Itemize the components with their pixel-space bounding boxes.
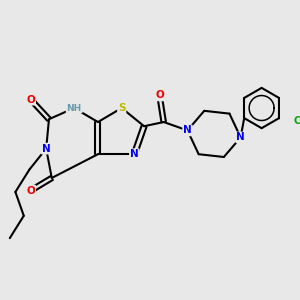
Text: S: S <box>118 103 125 113</box>
Text: N: N <box>183 125 192 135</box>
Text: O: O <box>26 94 35 105</box>
Text: NH: NH <box>67 103 82 112</box>
Text: O: O <box>26 186 35 196</box>
Text: O: O <box>155 90 164 100</box>
Text: Cl: Cl <box>293 116 300 126</box>
Text: N: N <box>42 144 50 154</box>
Text: N: N <box>130 149 139 159</box>
Text: N: N <box>236 132 245 142</box>
